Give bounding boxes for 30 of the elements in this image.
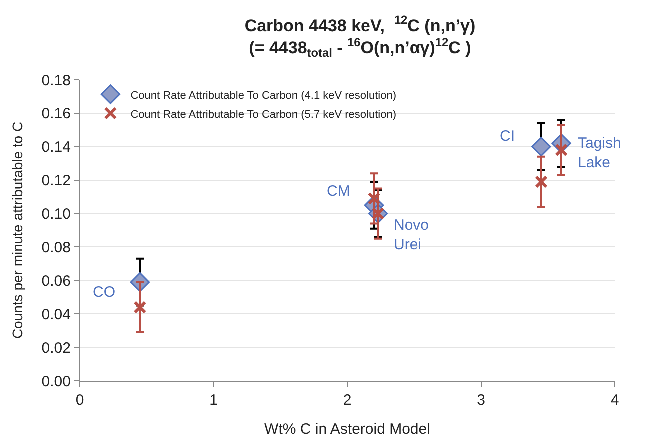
y-tick-label: 0.06 <box>42 272 71 290</box>
y-tick-label: 0.08 <box>42 239 71 256</box>
legend-label: Count Rate Attributable To Carbon (4.1 keV resolution) <box>130 90 396 102</box>
y-tick-label: 0.18 <box>42 72 71 90</box>
y-tick-label: 0.10 <box>42 206 71 224</box>
annotation: Novo Urei <box>394 217 430 254</box>
chart-title: Carbon 4438 keV, $^{12}$C (n,n’γ) <box>244 13 476 36</box>
x-tick-label: 3 <box>477 392 486 409</box>
y-axis-title: Counts per minute attributable to C <box>9 122 26 340</box>
legend-label: Count Rate Attributable To Carbon (5.7 keV resolution) <box>130 108 396 121</box>
y-tick-label: 0.00 <box>42 373 71 390</box>
y-tick-label: 0.02 <box>42 340 71 357</box>
x-tick-label: 2 <box>343 392 352 409</box>
y-tick-label: 0.14 <box>42 139 71 156</box>
y-tick-label: 0.12 <box>42 172 71 190</box>
x-axis-title: Wt% C in Asteroid Model <box>264 421 430 438</box>
x-tick-label: 1 <box>210 392 218 409</box>
chart-subtitle: (= 4438$_{total}$ - $^{16}$O(n,n’αγ)$^{12}$C ) <box>249 35 472 60</box>
annotation: CM <box>327 183 350 200</box>
annotation: CO <box>93 284 116 301</box>
y-tick-label: 0.16 <box>42 106 71 123</box>
x-tick-label: 0 <box>76 392 84 409</box>
point <box>555 144 568 157</box>
y-tick-label: 0.04 <box>42 306 71 324</box>
x-tick-label: 4 <box>610 392 620 409</box>
annotation: Tagish Lake <box>578 135 622 172</box>
point <box>532 137 552 157</box>
point <box>134 300 147 314</box>
annotation: CI <box>500 128 515 145</box>
point <box>534 176 548 189</box>
